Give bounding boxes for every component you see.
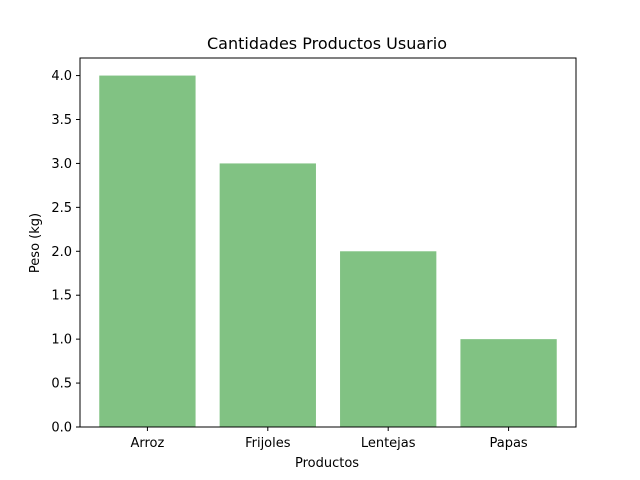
y-axis-ticks: 0.0 0.5 1.0 1.5 2.0 2.5 3.0 3.5 4.0 <box>51 69 80 436</box>
chart-title: Cantidades Productos Usuario <box>207 34 447 53</box>
x-axis-ticks: Arroz Frijoles Lentejas Papas <box>130 427 528 451</box>
x-tick-label: Papas <box>489 436 527 451</box>
x-tick-label: Frijoles <box>245 436 291 451</box>
y-tick-label: 0.0 <box>51 421 72 436</box>
x-axis-label: Productos <box>295 456 359 471</box>
y-tick-label: 3.0 <box>51 157 72 172</box>
y-tick-label: 4.0 <box>51 69 72 84</box>
bars-group <box>99 75 557 428</box>
plot-frame <box>79 57 577 428</box>
y-tick-label: 1.5 <box>51 289 72 304</box>
x-tick-label: Lentejas <box>361 436 416 451</box>
bar-papas <box>460 339 557 427</box>
y-tick-label: 2.0 <box>51 245 72 260</box>
bar-lentejas <box>340 251 437 427</box>
bar-arroz <box>99 75 196 428</box>
y-axis-label: Peso (kg) <box>28 213 43 273</box>
y-tick-label: 0.5 <box>51 377 72 392</box>
bar-frijoles <box>219 163 316 427</box>
x-tick-label: Arroz <box>130 436 164 451</box>
y-tick-label: 3.5 <box>51 113 72 128</box>
y-tick-label: 2.5 <box>51 201 72 216</box>
y-tick-label: 1.0 <box>51 333 72 348</box>
